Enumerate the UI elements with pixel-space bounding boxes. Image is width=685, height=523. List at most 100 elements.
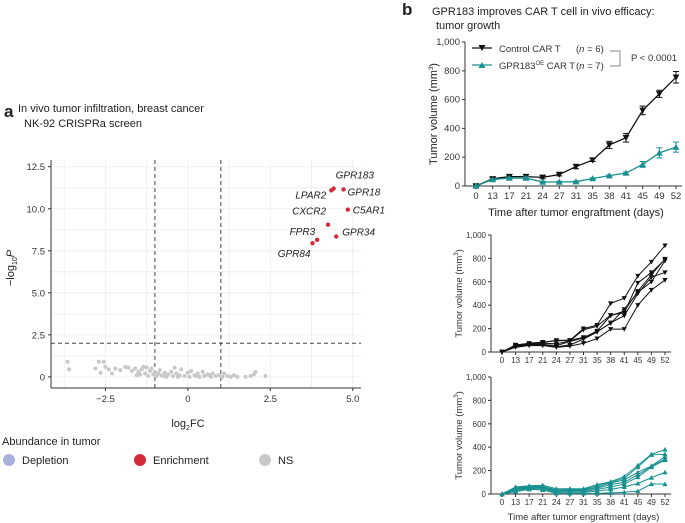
x-tick-label: 45 [637, 191, 648, 202]
data-marker [672, 74, 680, 81]
gene-label: C5AR1 [353, 206, 385, 217]
growth-legend: Control CAR T (n = 6) GPR183OE CAR T (n … [472, 44, 677, 72]
data-marker [580, 335, 587, 340]
data-marker [635, 464, 641, 470]
legend-enrichment: Enrichment [153, 455, 209, 467]
enriched-point [325, 222, 331, 227]
y-tick-label: 600 [473, 420, 487, 429]
ns-point [187, 374, 192, 379]
legend-gpr183: GPR183OE CAR T [499, 61, 575, 72]
x-tick-label: 49 [647, 498, 656, 507]
y-tick-label: 7.5 [32, 246, 45, 257]
y-tick-label: 0 [482, 490, 487, 499]
data-marker [522, 174, 530, 181]
data-marker [567, 344, 573, 349]
data-marker [526, 341, 532, 347]
y-tick-label: 800 [473, 396, 487, 405]
ns-point [98, 370, 103, 375]
x-tick-label: 38 [606, 498, 615, 507]
data-marker [635, 488, 641, 494]
data-marker [572, 178, 580, 185]
ns-point [210, 371, 215, 376]
x-tick-label: 24 [552, 356, 561, 365]
x-tick-label: 35 [593, 356, 602, 365]
y-tick-label: 200 [444, 152, 460, 163]
data-marker [621, 481, 627, 487]
ns-point [235, 374, 240, 379]
gene-label: GPR183 [336, 171, 375, 182]
data-marker [622, 135, 630, 142]
ns-point [101, 359, 106, 364]
x-tick-label: 27 [565, 356, 574, 365]
data-marker [512, 342, 519, 348]
data-marker [662, 481, 668, 487]
x-tick-label: 35 [593, 498, 602, 507]
ns-point [157, 368, 162, 373]
x-tick-label: 24 [537, 191, 548, 202]
ns-point [67, 367, 72, 372]
data-marker [655, 91, 663, 98]
gpr183-individual-chart: 0 200 400 600 800 1,000 0 13 17 21 24 27 31 35 38 41 45 4… [454, 373, 671, 523]
ns-point [225, 374, 230, 379]
ns-point [253, 369, 258, 374]
y-axis-label: Tumor volume (mm3) [428, 63, 440, 165]
ns-point [123, 364, 128, 369]
data-marker [580, 327, 587, 333]
ns-point [106, 367, 111, 372]
panel-b-title: GPR183 improves CAR T cell in vivo effic… [432, 6, 655, 18]
enriched-point [345, 207, 351, 212]
ns-point [220, 374, 225, 379]
y-tick-label: 1,000 [466, 373, 487, 382]
y-tick-label: 5.0 [32, 288, 45, 299]
data-marker [539, 178, 547, 185]
ns-point [213, 374, 218, 379]
x-tick-label: 52 [661, 498, 670, 507]
data-marker [499, 491, 505, 497]
data-marker [489, 176, 497, 183]
control-individual-chart: 0 200 400 600 800 1,000 0 13 17 21 24 27 31 35 38 41 45 4… [454, 231, 671, 365]
ns-legend-marker [259, 454, 271, 466]
ns-point [133, 366, 138, 371]
data-marker [580, 490, 587, 496]
triangle-up-icon [478, 62, 486, 68]
ns-point [200, 369, 205, 374]
data-marker [621, 484, 627, 490]
data-marker [635, 280, 641, 286]
panel-b-label: b [402, 0, 412, 19]
y-tick-label: 0 [482, 348, 487, 357]
y-tick-label: 0 [40, 372, 45, 383]
x-tick-label: 21 [538, 356, 547, 365]
y-tick-label: 400 [473, 301, 487, 310]
x-tick-label: 41 [620, 356, 629, 365]
data-marker [662, 243, 668, 249]
data-marker [589, 157, 597, 164]
ns-point [174, 371, 179, 376]
y-tick-label: 800 [444, 66, 460, 77]
data-marker [662, 270, 668, 276]
x-tick-label: 17 [525, 498, 534, 507]
y-tick-label: 400 [444, 123, 460, 134]
data-marker [621, 313, 627, 319]
data-marker [553, 490, 559, 496]
data-marker [635, 469, 641, 475]
ns-point [161, 374, 166, 379]
data-marker [553, 338, 559, 343]
ns-point [194, 374, 199, 379]
data-marker [608, 327, 614, 332]
significance-bracket [610, 50, 621, 67]
ns-point [110, 371, 115, 376]
data-marker [553, 345, 559, 350]
data-marker [512, 345, 519, 350]
x-tick-label: 38 [606, 356, 615, 365]
enriched-point [310, 241, 315, 246]
x-tick-label: 13 [487, 191, 498, 202]
y-tick-label: 1,000 [466, 231, 487, 240]
ns-point [138, 372, 143, 377]
data-marker [594, 324, 600, 329]
data-marker [526, 486, 532, 492]
ns-point [113, 366, 118, 371]
x-tick-label: 31 [579, 498, 588, 507]
y-tick-label: 200 [473, 467, 487, 476]
ns-point [182, 374, 187, 379]
